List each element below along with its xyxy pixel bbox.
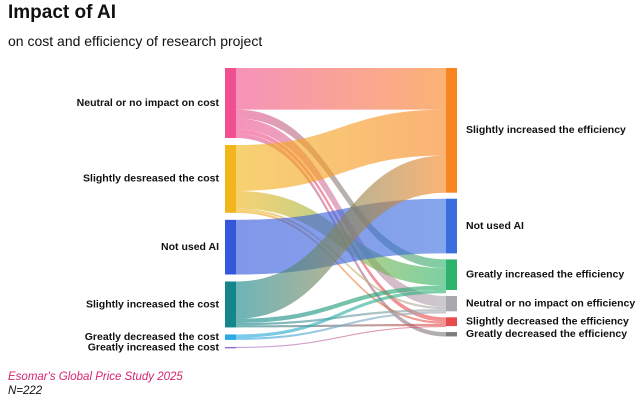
sankey-link-s_sdec-to-t_sinc	[236, 109, 446, 191]
sankey-link-s_gdec-to-t_neutral	[236, 311, 446, 340]
sankey-nodes: Neutral or no impact on cost Slightly des…	[77, 68, 635, 353]
target-node-t_notused	[446, 198, 457, 254]
target-label-t_sinc: Slightly increased the efficiency	[466, 124, 626, 136]
target-label-t_ginc: Greatly increased the efficiency	[466, 268, 624, 280]
source-label-s_sdec: Slightly desreased the cost	[83, 173, 219, 185]
source-label-s_sinc: Slightly increased the cost	[86, 298, 220, 310]
sankey-link-s_ginc-to-t_sdec	[236, 326, 446, 348]
target-node-t_neutral	[446, 296, 457, 312]
target-label-t_gdec: Greatly decreased the efficiency	[466, 328, 627, 340]
source-node-s_neutral	[225, 68, 236, 138]
sankey-link-s_neutral-to-t_ginc	[236, 109, 446, 269]
source-node-s_ginc	[225, 346, 236, 349]
target-node-t_sinc	[446, 68, 457, 193]
sankey-links	[236, 68, 446, 348]
source-label-s_neutral: Neutral or no impact on cost	[77, 97, 220, 109]
source-label-s_ginc: Greatly increased the cost	[88, 341, 220, 353]
sankey-link-s_sdec-to-t_sdec	[236, 210, 446, 324]
chart-subtitle: on cost and efficiency of research proje…	[8, 33, 263, 49]
target-label-t_sdec: Slightly decreased the efficiency	[466, 315, 629, 327]
sample-size-note: N=222	[8, 385, 43, 397]
target-node-t_ginc	[446, 259, 457, 290]
sankey-link-s_gdec-to-t_ginc	[236, 290, 446, 338]
target-node-t_gdec	[446, 332, 457, 337]
source-node-s_sinc	[225, 281, 236, 328]
source-note: Esomar's Global Price Study 2025	[8, 371, 183, 383]
sankey-link-s_sinc-to-t_neutral	[236, 309, 446, 326]
target-node-t_sdec	[446, 317, 457, 327]
sankey-link-s_neutral-to-t_sinc	[236, 68, 446, 110]
source-label-s_notused: Not used AI	[161, 241, 219, 253]
source-node-s_notused	[225, 219, 236, 275]
source-node-s_gdec	[225, 334, 236, 340]
sankey-link-s_sinc-to-t_sinc	[236, 155, 446, 319]
source-node-s_sdec	[225, 145, 236, 213]
target-label-t_notused: Not used AI	[466, 220, 524, 232]
source-label-s_gdec: Greatly decreased the cost	[85, 331, 220, 343]
chart-title: Impact of AI	[8, 2, 117, 23]
target-label-t_neutral: Neutral or no impact on efficiency	[466, 297, 635, 309]
sankey-link-s_sinc-to-t_ginc	[236, 285, 446, 324]
